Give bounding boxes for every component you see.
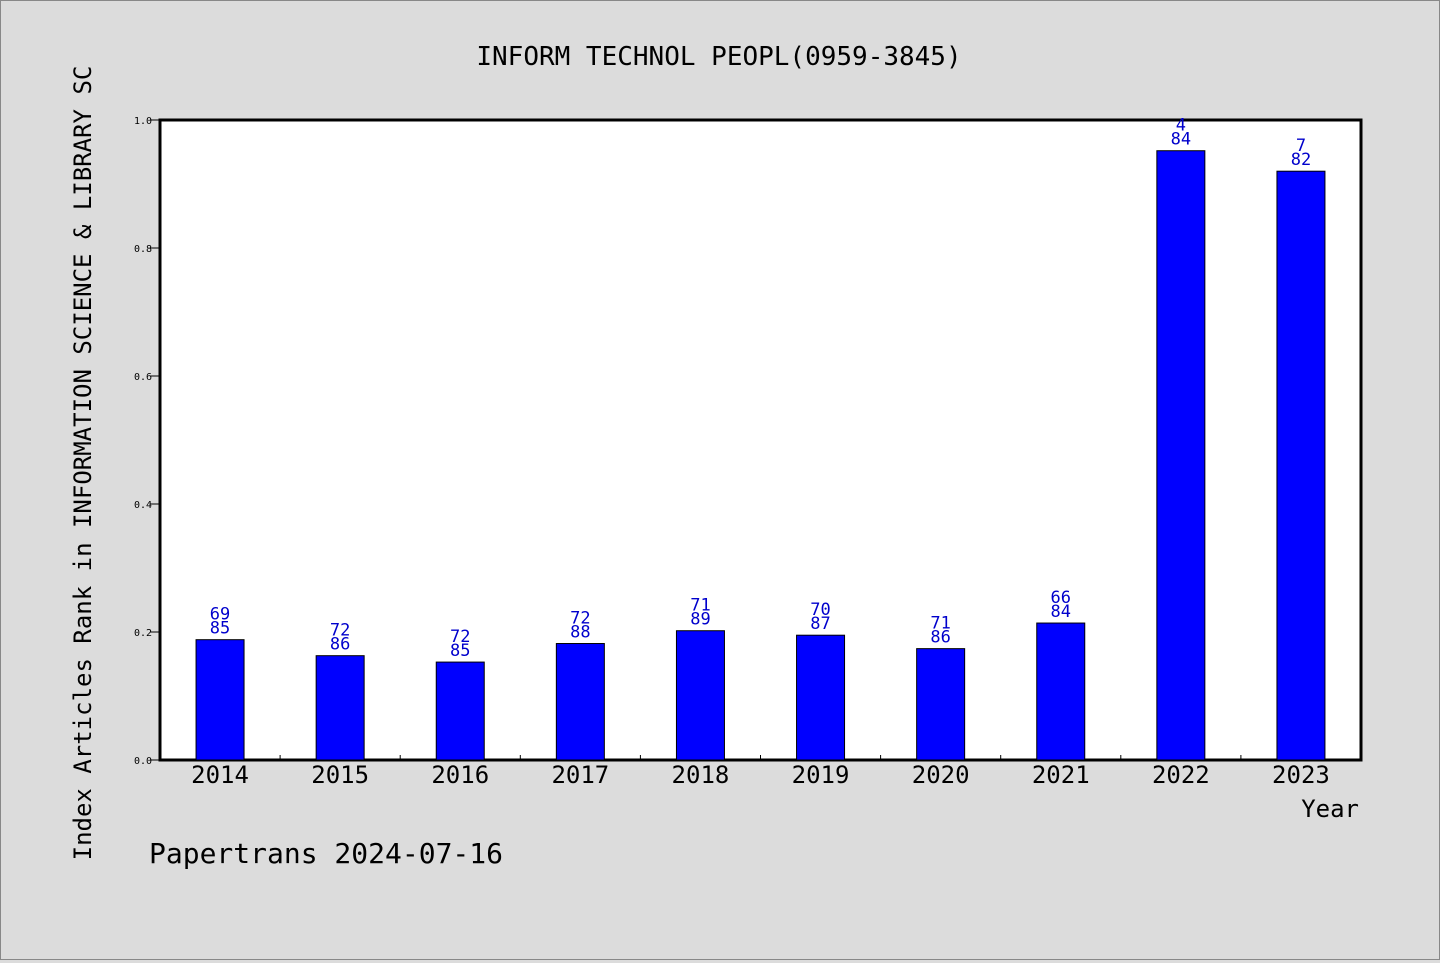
data-label: 7	[1296, 136, 1306, 156]
data-label: 84	[1051, 602, 1071, 622]
x-tick-label: 2022	[1152, 761, 1210, 789]
x-tick-label: 2020	[912, 761, 970, 789]
bar	[435, 661, 485, 761]
x-tick-label: 2018	[672, 761, 730, 789]
footer-text: Papertrans 2024-07-16	[149, 837, 503, 870]
data-label: 88	[570, 623, 590, 643]
data-label: 82	[1291, 150, 1311, 170]
x-tick-label: 2021	[1032, 761, 1090, 789]
y-tick-label: 0.6	[134, 372, 152, 383]
x-tick-label: 2019	[792, 761, 850, 789]
data-label: 89	[690, 610, 710, 630]
y-tick-label: 0.2	[134, 628, 152, 639]
data-label: 85	[450, 641, 470, 661]
bar	[675, 630, 725, 761]
data-label: 66	[1051, 588, 1071, 608]
y-tick-label: 0.8	[134, 244, 152, 255]
data-label: 70	[810, 600, 830, 620]
x-tick-label: 2023	[1272, 761, 1330, 789]
chart-title: INFORM TECHNOL PEOPL(0959-3845)	[476, 42, 961, 72]
data-label: 85	[210, 619, 230, 639]
x-tick-label: 2015	[311, 761, 369, 789]
y-tick-label: 0.4	[134, 500, 152, 511]
y-tick-label: 1.0	[134, 116, 152, 127]
data-label: 86	[930, 628, 950, 648]
bar	[1156, 150, 1206, 761]
x-tick-label: 2016	[431, 761, 489, 789]
data-label: 72	[330, 621, 350, 641]
y-axis-label: Index Articles Rank in INFORMATION SCIEN…	[69, 66, 97, 861]
data-label: 86	[330, 635, 350, 655]
x-axis-label: Year	[1301, 795, 1359, 823]
data-label: 72	[450, 627, 470, 647]
data-label: 87	[810, 614, 830, 634]
bar	[796, 634, 846, 761]
x-tick-label: 2017	[551, 761, 609, 789]
data-label: 71	[690, 596, 710, 616]
plot-area: 0.00.20.40.60.81.02014856920158672201685…	[134, 116, 1363, 789]
data-label: 72	[570, 609, 590, 629]
y-tick-label: 0.0	[134, 756, 152, 767]
data-label: 71	[930, 614, 950, 634]
bar	[315, 655, 365, 761]
bar	[1036, 622, 1086, 761]
data-label: 4	[1176, 116, 1186, 136]
bar	[1276, 170, 1326, 761]
x-tick-label: 2014	[191, 761, 249, 789]
data-label: 84	[1171, 130, 1191, 150]
bar	[195, 639, 245, 761]
bar	[555, 643, 605, 761]
bar	[916, 648, 966, 761]
data-label: 69	[210, 605, 230, 625]
